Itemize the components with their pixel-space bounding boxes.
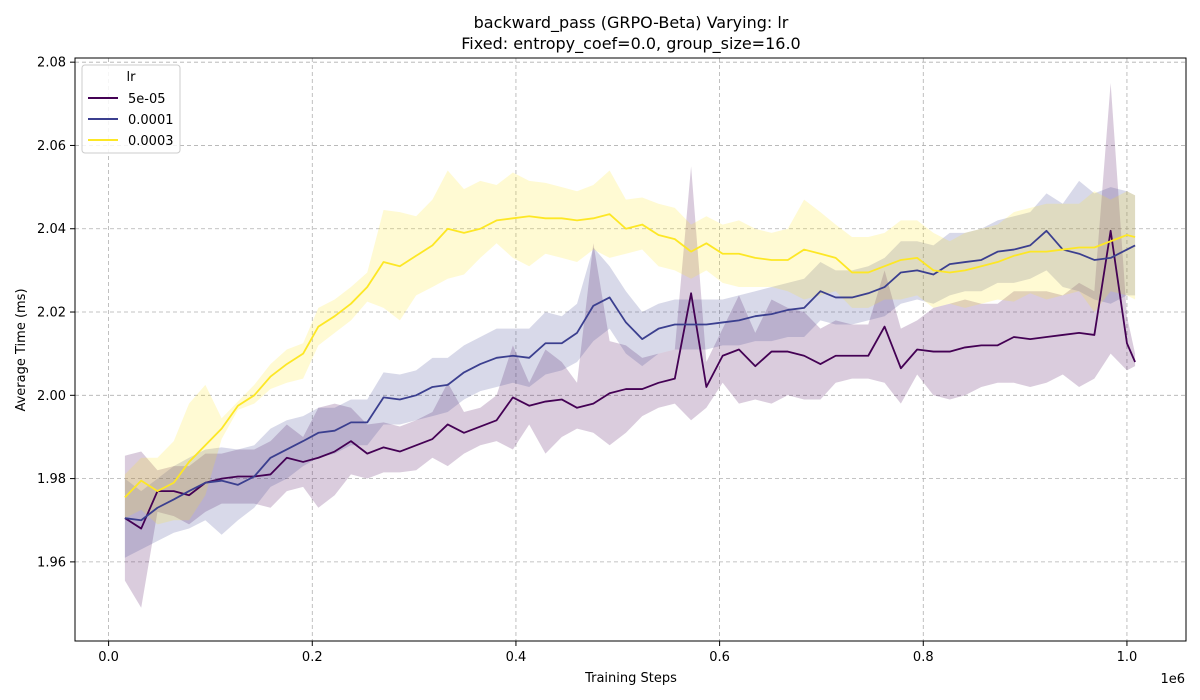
- x-tick-label: 0.6: [709, 650, 730, 665]
- series-line-2: [124, 213, 1136, 498]
- series-line-0: [124, 229, 1136, 530]
- y-tick-label: 2.08: [37, 56, 66, 71]
- x-tick-label: 0.2: [302, 650, 323, 665]
- legend-entries: 5e-05 0.0001 0.0003: [88, 92, 174, 149]
- x-tick-label: 1.0: [1117, 650, 1138, 665]
- x-axis-label: Training Steps: [584, 671, 677, 686]
- x-axis-offset-label: 1e6: [1160, 672, 1185, 687]
- series-line-1: [124, 229, 1136, 522]
- x-tick-label: 0.4: [506, 650, 527, 665]
- series-band-0: [124, 82, 1136, 608]
- chart-title: backward_pass (GRPO-Beta) Varying: lr: [474, 13, 789, 33]
- y-tick-label: 2.00: [37, 389, 66, 404]
- grid: [75, 58, 1186, 641]
- series-band-1: [124, 180, 1136, 558]
- y-tick-label: 2.06: [37, 139, 66, 154]
- y-tick-label: 1.98: [37, 472, 66, 487]
- plot-frame: [74, 57, 1187, 642]
- chart-subtitle: Fixed: entropy_coef=0.0, group_size=16.0: [461, 34, 800, 54]
- legend-title: lr: [127, 70, 137, 85]
- y-axis: 1.96 1.98 2.00 2.02 2.04 2.06 2.08: [37, 56, 75, 570]
- y-tick-label: 2.04: [37, 222, 66, 237]
- x-tick-label: 0.0: [98, 650, 119, 665]
- y-axis-label: Average Time (ms): [14, 288, 29, 411]
- series-lines: [124, 213, 1136, 530]
- legend-label-1: 0.0001: [128, 113, 174, 128]
- legend: lr 5e-05 0.0001 0.0003: [81, 64, 181, 154]
- x-tick-label: 0.8: [913, 650, 934, 665]
- x-axis: 0.0 0.2 0.4 0.6 0.8 1.0: [98, 641, 1137, 665]
- y-tick-label: 2.02: [37, 306, 66, 321]
- y-tick-label: 1.96: [37, 555, 66, 570]
- legend-label-2: 0.0003: [128, 134, 174, 149]
- legend-box: [81, 64, 181, 154]
- series-band-2: [124, 170, 1136, 525]
- confidence-bands: [124, 82, 1136, 608]
- legend-label-0: 5e-05: [128, 92, 166, 107]
